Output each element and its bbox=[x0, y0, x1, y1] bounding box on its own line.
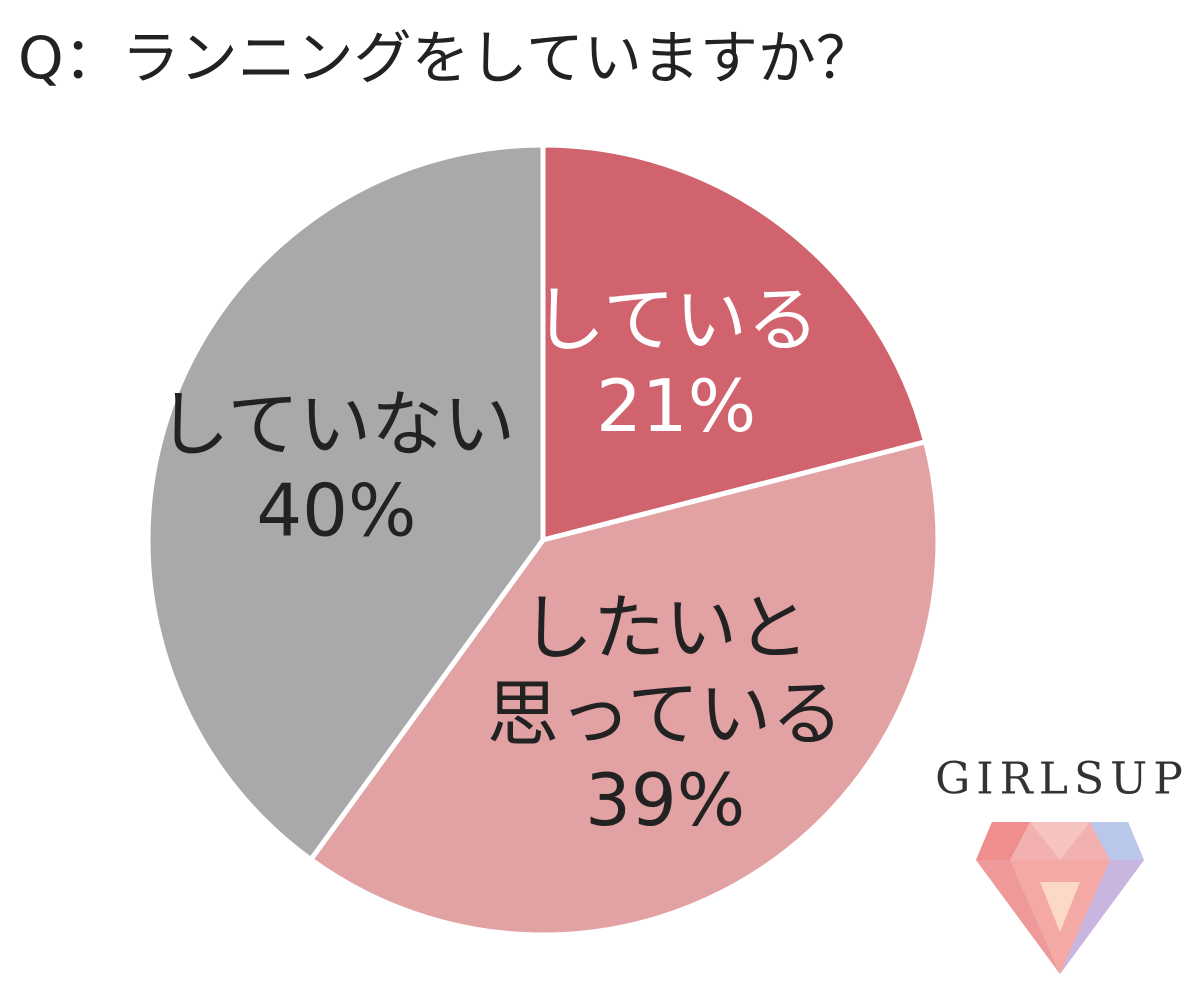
slice-label: している bbox=[533, 278, 819, 362]
pie-slice bbox=[145, 142, 546, 863]
brand-logo-diamond bbox=[976, 822, 1144, 974]
value-label: 40% bbox=[256, 468, 416, 552]
pie-slice bbox=[308, 439, 941, 938]
brand-logo-text: GIRLSUP bbox=[935, 754, 1189, 805]
slice-label: していない bbox=[157, 382, 515, 466]
pie-slice bbox=[540, 142, 929, 543]
slice-label: 思っている bbox=[487, 672, 843, 756]
value-label: 21% bbox=[596, 364, 756, 448]
value-label: 39% bbox=[585, 758, 745, 842]
slice-label: したいと bbox=[521, 586, 809, 670]
chart-title: Q：ランニングをしていますか？ bbox=[18, 24, 874, 92]
